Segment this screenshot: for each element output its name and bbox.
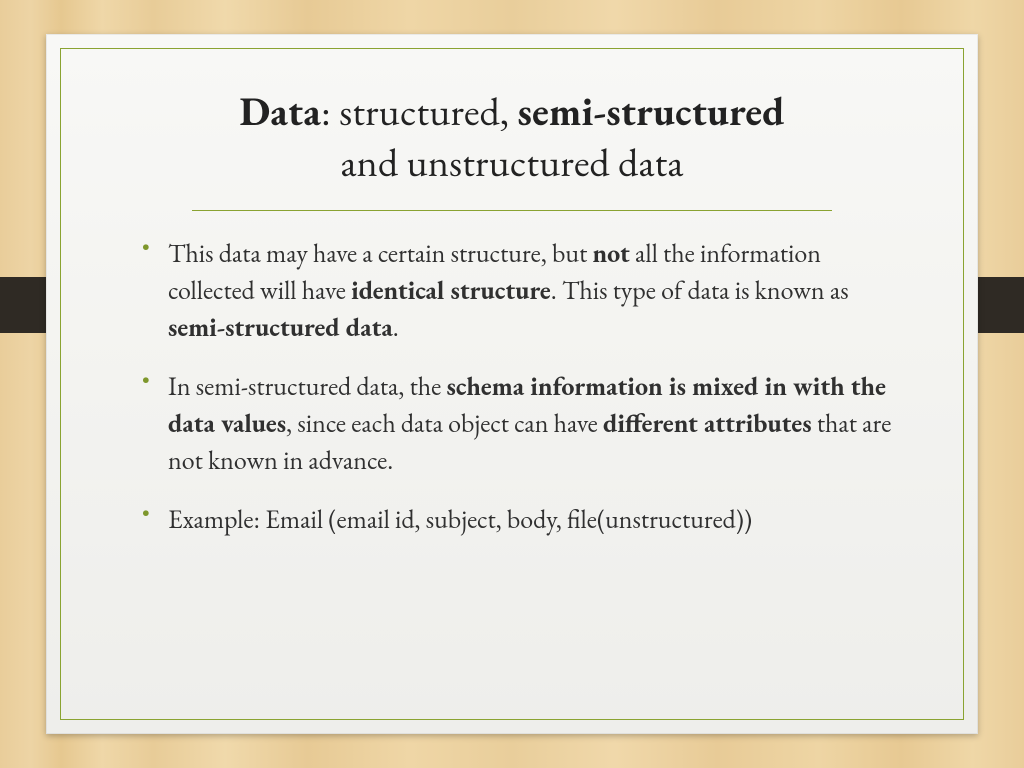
slide-title: Data: structured, semi-structured and un… [118,86,906,188]
list-item: In semi-structured data, the schema info… [142,368,900,479]
title-line-2: and unstructured data [340,136,683,188]
title-divider [192,210,832,211]
slide-card: Data: structured, semi-structured and un… [46,34,978,734]
list-item: Example: Email (email id, subject, body,… [142,501,900,538]
list-item: This data may have a certain structure, … [142,235,900,346]
bullet-list: This data may have a certain structure, … [142,235,900,537]
title-line-1: Data: structured, semi-structured [239,85,784,137]
slide-content: Data: structured, semi-structured and un… [60,48,964,590]
